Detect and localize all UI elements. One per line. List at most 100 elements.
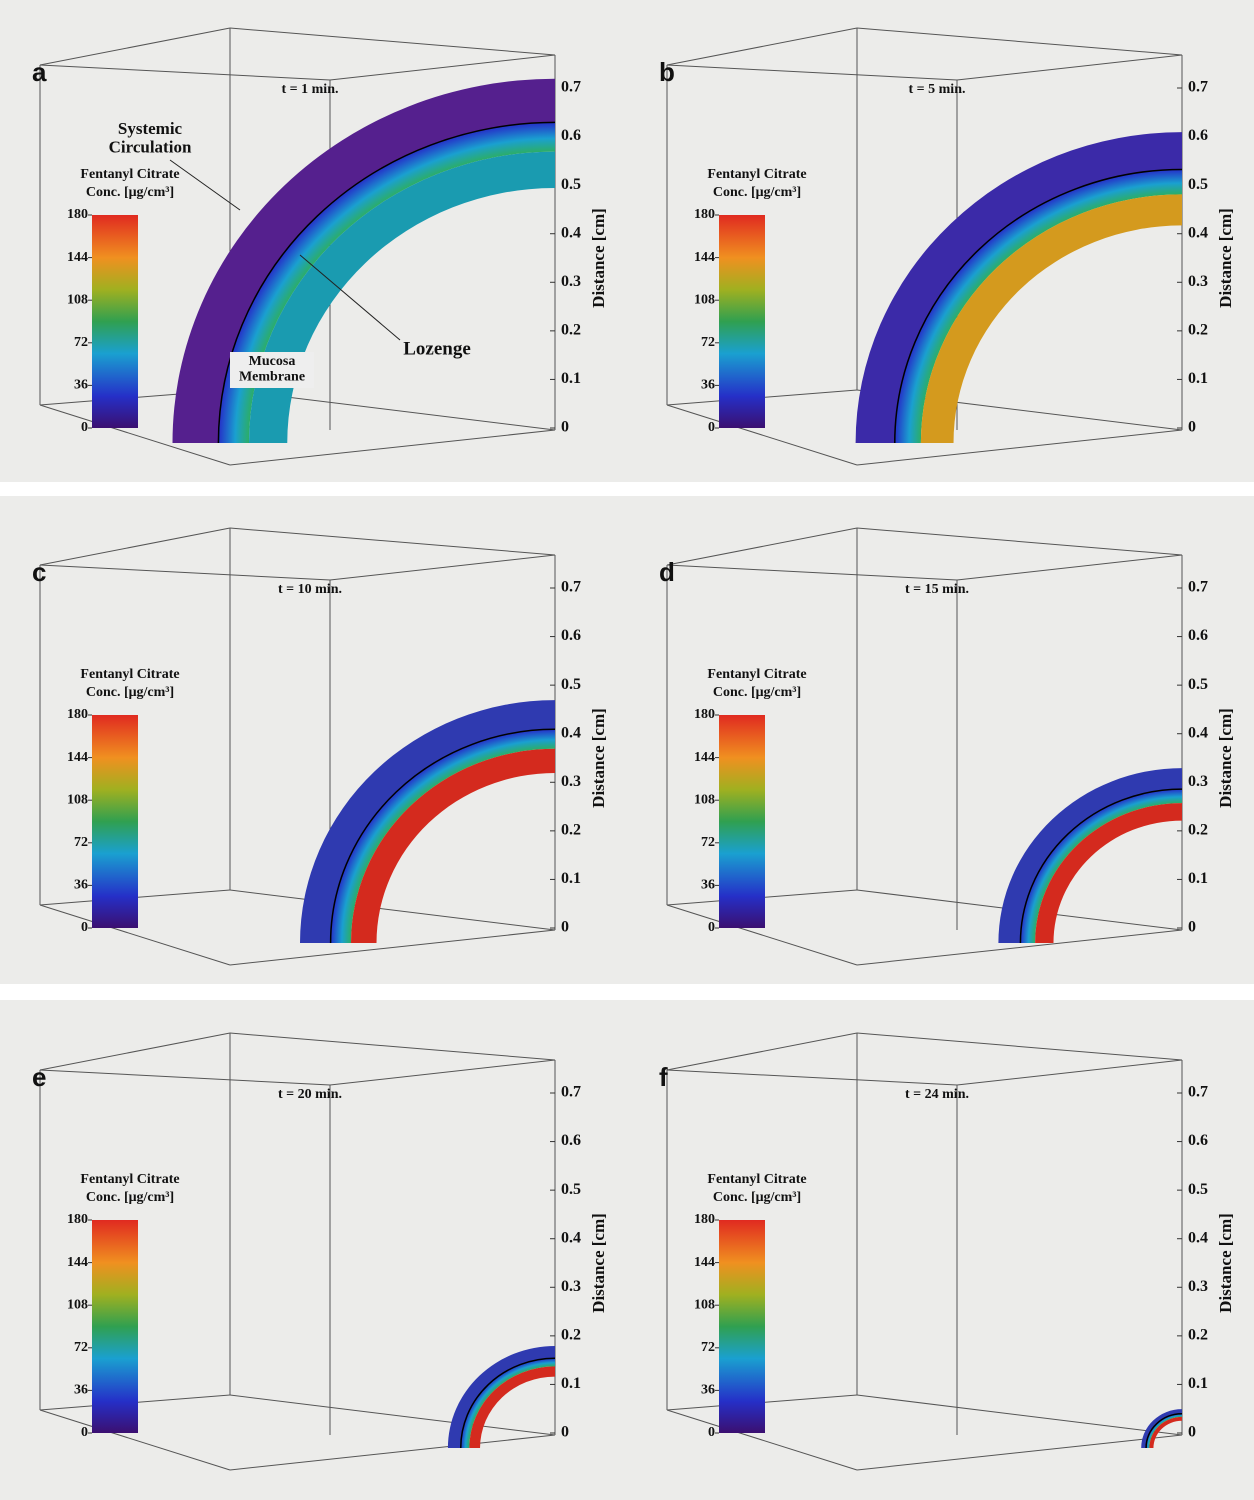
box-edge <box>229 27 556 56</box>
box-edge <box>229 889 556 931</box>
gradient-layer <box>330 729 555 943</box>
z-tick-label: 0.1 <box>1188 1375 1208 1392</box>
interface-line <box>217 121 556 444</box>
colorbar-tick-label: 180 <box>694 207 715 222</box>
box-edge <box>229 929 556 966</box>
colorbar-tick-label: 36 <box>74 1383 88 1398</box>
box-edge <box>856 929 1183 966</box>
z-axis-label: Distance [cm] <box>1216 208 1235 308</box>
panel: 0 0.1 0.2 0.3 0.4 0.5 0.6 0.7 Distance [cm] 0 36 72… <box>32 527 608 966</box>
box-edge <box>856 1032 1183 1061</box>
z-tick-label: 0.7 <box>1188 79 1208 96</box>
mucosa-layer <box>998 768 1182 943</box>
z-axis-label: Distance [cm] <box>589 708 608 808</box>
mucosa-layer <box>172 78 555 443</box>
mucosa-layer <box>855 132 1182 443</box>
colorbar-tick-label: 108 <box>694 1297 715 1312</box>
colorbar-tick-label: 144 <box>694 250 715 265</box>
colorbar-tick-label: 144 <box>694 750 715 765</box>
z-tick-label: 0.6 <box>561 1132 581 1149</box>
label-bg <box>230 352 314 388</box>
colorbar-tick-label: 180 <box>67 707 88 722</box>
z-tick-label: 0.5 <box>1188 176 1208 193</box>
box-edge <box>329 554 556 581</box>
row-bg <box>0 1000 1254 1500</box>
interface-line <box>1019 788 1183 944</box>
row-bg <box>0 496 1254 984</box>
colorbar-label: Fentanyl Citrate <box>80 667 179 682</box>
z-tick-label: 0.1 <box>1188 370 1208 387</box>
colorbar <box>719 1220 765 1433</box>
box-edge <box>666 404 858 466</box>
box-edge <box>956 554 1183 581</box>
gradient-layer <box>894 169 1182 443</box>
panel: 0 0.1 0.2 0.3 0.4 0.5 0.6 0.7 Distance [cm] 0 36 72… <box>659 527 1235 966</box>
colorbar-tick-label: 72 <box>701 1340 715 1355</box>
time-label: t = 15 min. <box>905 582 969 597</box>
pointer <box>169 159 241 211</box>
colorbar-tick-label: 36 <box>74 378 88 393</box>
box-edge <box>856 1434 1183 1471</box>
colorbar-tick-label: 144 <box>67 250 88 265</box>
colorbar-tick-label: 72 <box>701 335 715 350</box>
time-label: t = 24 min. <box>905 1087 969 1102</box>
mucosa-layer <box>300 700 555 943</box>
z-tick-label: 0.6 <box>561 127 581 144</box>
colorbar-tick-label: 0 <box>81 920 88 935</box>
z-axis-label: Distance [cm] <box>1216 708 1235 808</box>
colorbar-tick-label: 180 <box>694 707 715 722</box>
box-edge <box>856 27 1183 56</box>
colorbar-tick-label: 36 <box>701 878 715 893</box>
box-edge <box>666 27 858 66</box>
z-tick-label: 0.1 <box>561 870 581 887</box>
box-edge <box>856 1394 1183 1436</box>
colorbar <box>92 215 138 428</box>
z-tick-label: 0.3 <box>1188 773 1208 790</box>
colorbar-tick-label: 72 <box>74 335 88 350</box>
colorbar-label: Conc. [μg/cm³] <box>86 1190 174 1205</box>
colorbar-label: Fentanyl Citrate <box>707 667 806 682</box>
colorbar <box>719 215 765 428</box>
z-tick-label: 0.1 <box>1188 870 1208 887</box>
annotation: Systemic Circulation <box>109 119 192 157</box>
lozenge-layer <box>249 151 555 444</box>
box-edge <box>856 429 1183 466</box>
colorbar-tick-label: 108 <box>67 792 88 807</box>
z-tick-label: 0.2 <box>561 322 581 339</box>
colorbar-label: Conc. [μg/cm³] <box>713 685 801 700</box>
box-edge <box>229 1434 556 1471</box>
panel-letter: d <box>659 557 675 587</box>
panel: 0 0.1 0.2 0.3 0.4 0.5 0.6 0.7 Distance [cm] 0 36 72… <box>659 1032 1235 1471</box>
panel-letter: e <box>32 1062 46 1092</box>
z-tick-label: 0.2 <box>1188 322 1208 339</box>
colorbar-tick-label: 72 <box>74 1340 88 1355</box>
time-label: t = 5 min. <box>909 82 966 97</box>
colorbar <box>719 715 765 928</box>
colorbar-tick-label: 108 <box>67 292 88 307</box>
colorbar-label: Conc. [μg/cm³] <box>713 185 801 200</box>
z-tick-label: 0 <box>561 1424 569 1441</box>
lozenge-layer <box>920 194 1182 443</box>
box-edge <box>666 1069 958 1086</box>
box-edge <box>666 64 958 81</box>
z-tick-label: 0.4 <box>1188 1229 1208 1246</box>
box-edge <box>666 1032 858 1071</box>
box-edge <box>229 429 556 466</box>
colorbar-tick-label: 180 <box>67 1212 88 1227</box>
z-tick-label: 0.4 <box>561 224 581 241</box>
box-edge <box>39 1069 331 1086</box>
box-edge <box>666 527 858 566</box>
z-tick-label: 0.3 <box>561 773 581 790</box>
panel-letter: c <box>32 557 46 587</box>
interface-line <box>894 168 1183 444</box>
annotation: Lozenge <box>403 338 471 359</box>
mucosa-layer <box>447 1346 555 1448</box>
z-tick-label: 0 <box>1188 919 1196 936</box>
box-edge <box>666 1409 858 1471</box>
z-tick-label: 0.7 <box>561 1084 581 1101</box>
interface-line <box>329 728 556 944</box>
z-tick-label: 0.2 <box>561 822 581 839</box>
gradient-layer <box>218 122 555 443</box>
z-axis-label: Distance [cm] <box>589 208 608 308</box>
